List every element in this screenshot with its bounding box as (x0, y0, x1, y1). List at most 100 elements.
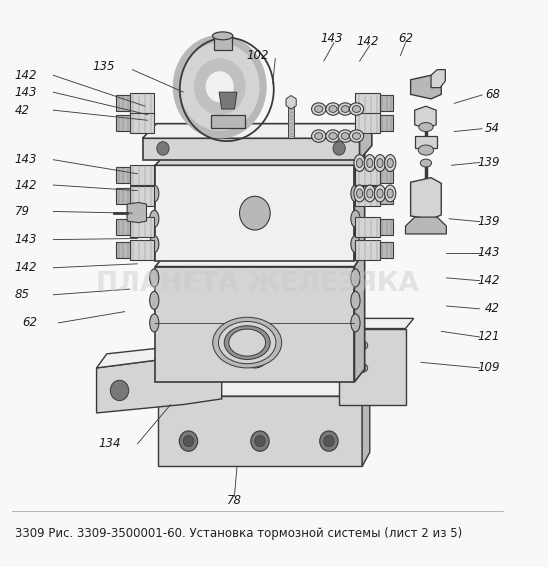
Text: 78: 78 (227, 494, 242, 507)
Ellipse shape (150, 269, 159, 287)
Ellipse shape (315, 105, 323, 112)
Ellipse shape (349, 103, 364, 115)
Polygon shape (116, 242, 130, 258)
Polygon shape (356, 165, 380, 185)
Text: 3309 Рис. 3309-3500001-60. Установка тормозной системы (лист 2 из 5): 3309 Рис. 3309-3500001-60. Установка тор… (15, 527, 462, 540)
Circle shape (251, 431, 269, 451)
Polygon shape (380, 95, 393, 112)
Ellipse shape (351, 269, 360, 287)
Polygon shape (155, 266, 355, 382)
Polygon shape (155, 151, 364, 166)
Text: 143: 143 (320, 32, 342, 45)
Text: 54: 54 (485, 122, 500, 135)
Polygon shape (410, 75, 441, 99)
Ellipse shape (367, 189, 373, 198)
Ellipse shape (354, 185, 365, 202)
Text: 42: 42 (15, 104, 30, 117)
Ellipse shape (354, 155, 365, 171)
Circle shape (157, 142, 169, 155)
Ellipse shape (312, 103, 326, 115)
Circle shape (179, 431, 198, 451)
Ellipse shape (385, 155, 396, 171)
Polygon shape (339, 328, 406, 404)
Polygon shape (380, 115, 393, 131)
Polygon shape (339, 319, 414, 328)
Ellipse shape (351, 210, 360, 227)
Circle shape (184, 435, 193, 447)
Text: 135: 135 (92, 60, 115, 73)
Ellipse shape (351, 291, 360, 310)
Polygon shape (130, 165, 154, 185)
Ellipse shape (352, 133, 361, 139)
Text: 139: 139 (477, 156, 500, 169)
Polygon shape (96, 357, 222, 413)
Polygon shape (359, 124, 372, 160)
Ellipse shape (150, 314, 159, 332)
Ellipse shape (351, 314, 360, 332)
Polygon shape (356, 217, 380, 238)
Ellipse shape (150, 236, 159, 252)
Ellipse shape (420, 159, 432, 167)
Polygon shape (127, 202, 146, 223)
Circle shape (206, 71, 234, 102)
Polygon shape (96, 344, 193, 368)
Ellipse shape (357, 189, 363, 198)
Text: 142: 142 (356, 35, 379, 48)
Ellipse shape (338, 103, 352, 115)
Text: 143: 143 (477, 246, 500, 259)
Ellipse shape (387, 189, 393, 198)
Polygon shape (130, 217, 154, 238)
Polygon shape (356, 113, 380, 133)
Polygon shape (116, 115, 130, 131)
Ellipse shape (329, 105, 337, 112)
Polygon shape (130, 93, 154, 113)
Text: 62: 62 (22, 316, 37, 329)
Polygon shape (431, 70, 446, 88)
Text: 42: 42 (485, 302, 500, 315)
Circle shape (333, 142, 345, 155)
Ellipse shape (329, 133, 337, 139)
Polygon shape (142, 138, 359, 160)
Ellipse shape (418, 145, 433, 155)
Ellipse shape (326, 103, 340, 115)
Circle shape (173, 35, 267, 138)
Ellipse shape (364, 185, 375, 202)
Ellipse shape (341, 105, 349, 112)
Ellipse shape (351, 185, 360, 202)
Polygon shape (355, 251, 364, 382)
Polygon shape (130, 240, 154, 260)
Ellipse shape (367, 159, 373, 168)
Polygon shape (116, 167, 130, 183)
Text: 142: 142 (15, 179, 37, 192)
Polygon shape (415, 106, 436, 129)
Ellipse shape (341, 133, 349, 139)
Text: 62: 62 (398, 32, 413, 45)
Text: 143: 143 (15, 233, 37, 246)
Polygon shape (410, 177, 441, 219)
Circle shape (324, 435, 334, 447)
Ellipse shape (374, 185, 386, 202)
Circle shape (358, 341, 366, 349)
Ellipse shape (352, 105, 361, 112)
Text: 109: 109 (477, 361, 500, 374)
Polygon shape (155, 166, 355, 261)
Ellipse shape (385, 185, 396, 202)
Polygon shape (380, 219, 393, 235)
Ellipse shape (377, 159, 383, 168)
Polygon shape (219, 92, 237, 109)
Text: 121: 121 (477, 331, 500, 344)
Polygon shape (362, 379, 370, 467)
Ellipse shape (229, 329, 266, 356)
Text: 143: 143 (15, 153, 37, 166)
Circle shape (110, 380, 129, 400)
Ellipse shape (419, 122, 433, 132)
Circle shape (358, 364, 366, 372)
Polygon shape (130, 113, 154, 133)
Circle shape (247, 342, 263, 360)
Text: 134: 134 (98, 437, 121, 450)
Ellipse shape (213, 318, 282, 368)
Ellipse shape (219, 321, 276, 363)
Ellipse shape (224, 325, 270, 359)
Polygon shape (212, 115, 244, 128)
Polygon shape (415, 136, 437, 149)
